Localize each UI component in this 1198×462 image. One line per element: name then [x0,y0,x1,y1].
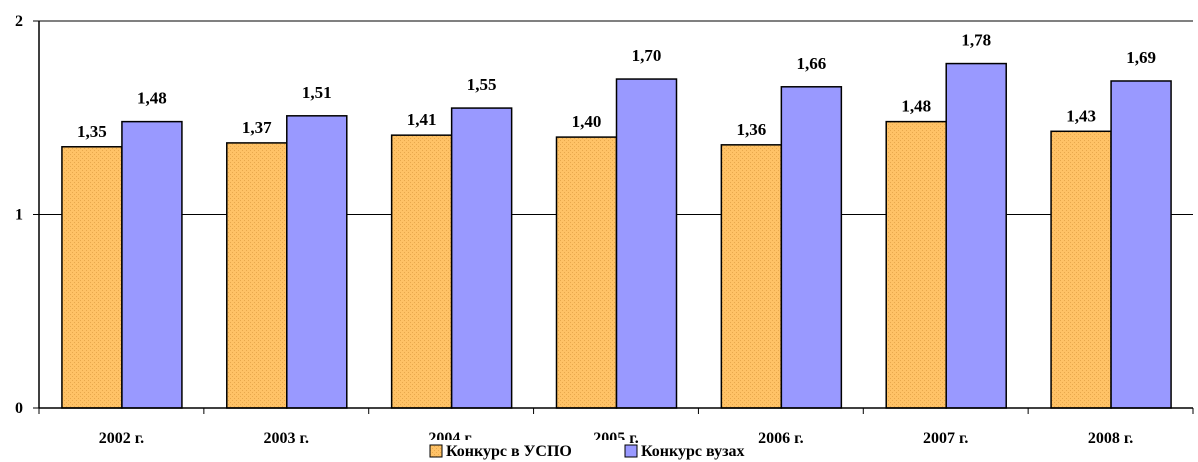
bar-vuz [121,120,183,409]
legend-background [425,440,625,462]
legend-swatch-uspo [429,444,443,458]
data-label-uspo: 1,35 [77,122,107,141]
data-label-uspo: 1,36 [736,120,766,139]
axes: 0 1 2 [15,13,1194,417]
x-category-label: 2007 г. [923,430,968,447]
legend-box: Конкурс в УСПО Конкурс вузах [425,440,745,462]
bar-uspo [226,142,288,409]
bar-uspo [390,134,453,409]
data-label-vuz: 1,66 [796,54,826,73]
x-category-label: 2006 г. [758,430,803,447]
bar-uspo [61,146,123,409]
bar-vuz [286,115,348,409]
data-label-vuz: 1,78 [961,31,991,50]
y-tick-label: 1 [15,207,23,224]
bar-uspo [720,144,783,409]
data-label-vuz: 1,51 [302,83,332,102]
data-label-uspo: 1,40 [572,112,602,131]
data-label-uspo: 1,37 [242,118,272,137]
bar-uspo [555,136,618,409]
data-label-vuz: 1,55 [467,75,497,94]
data-label-vuz: 1,69 [1126,48,1156,67]
bar-vuz [780,86,843,409]
legend-label-uspo: Конкурс в УСПО [446,443,572,460]
x-category-label: 2002 г. [99,430,144,447]
data-label-uspo: 1,41 [407,110,437,129]
legend-label-vuz: Конкурс вузах [641,443,745,460]
data-label-uspo: 1,48 [901,97,931,116]
bar-vuz [450,107,513,409]
x-category-label: 2008 г. [1088,430,1133,447]
bar-uspo [885,120,947,409]
bar-vuz [945,62,1007,409]
data-label-uspo: 1,43 [1066,106,1096,125]
legend-swatch-vuz [624,444,638,458]
bar-vuz [615,78,678,409]
y-tick-label: 0 [15,400,23,417]
data-label-vuz: 1,48 [137,89,167,108]
bar-uspo [1050,130,1112,409]
bars [61,62,1172,409]
x-category-label: 2003 г. [264,430,309,447]
y-tick-label: 2 [15,13,23,30]
bar-vuz [1110,80,1172,409]
data-label-vuz: 1,70 [632,46,662,65]
legend: Конкурс в УСПО Конкурс вузах [425,440,745,462]
